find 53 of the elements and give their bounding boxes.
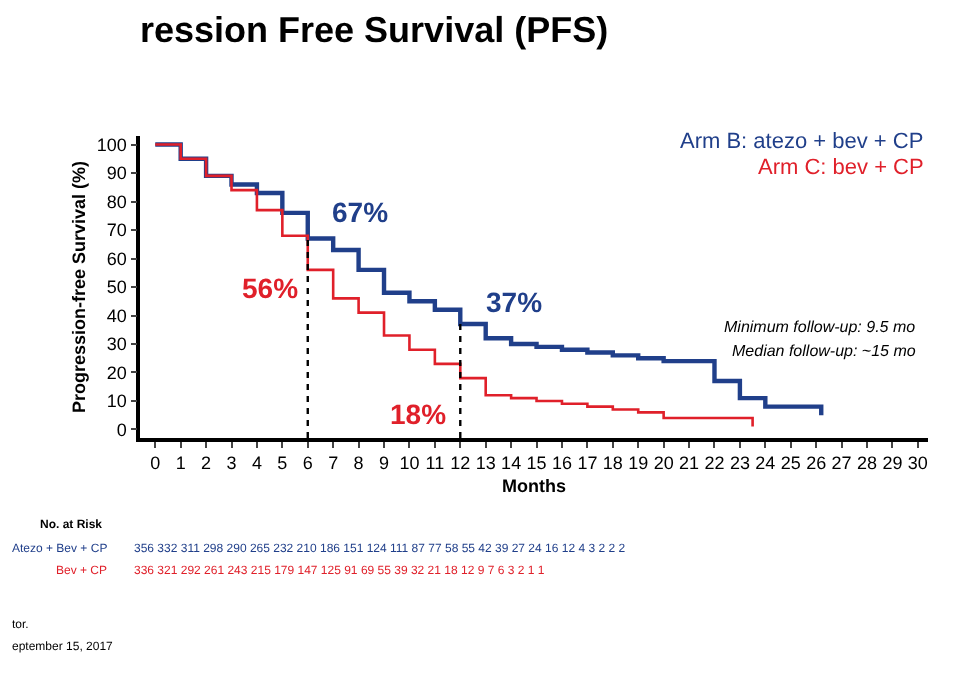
x-tick-label: 9 — [379, 453, 390, 474]
y-tick-label: 0 — [116, 419, 127, 440]
annotation: 56% — [242, 272, 300, 304]
x-tick-label: 5 — [277, 453, 288, 474]
y-tick-label: 60 — [106, 248, 127, 269]
y-tick-label: 10 — [106, 391, 127, 412]
x-tick-label: 8 — [353, 453, 364, 474]
y-tick-label: 70 — [106, 220, 127, 241]
x-tick-label: 18 — [602, 453, 623, 474]
x-tick-label: 22 — [704, 453, 725, 474]
x-tick-label: 23 — [729, 453, 750, 474]
x-tick-label: 12 — [450, 453, 471, 474]
x-tick-label: 2 — [201, 453, 212, 474]
y-axis-title: Progression-free Survival (%) — [68, 160, 89, 414]
x-tick-label: 24 — [755, 453, 776, 474]
text: Arm C: bev + CP — [758, 156, 924, 180]
x-tick-label: 17 — [577, 453, 598, 474]
y-tick-label: 100 — [96, 134, 127, 155]
x-tick-label: 15 — [526, 453, 547, 474]
x-tick-label: 3 — [226, 453, 237, 474]
y-tick-label: 20 — [106, 362, 127, 383]
x-tick-label: 27 — [831, 453, 852, 474]
y-tick-label: 40 — [106, 305, 127, 326]
annotation: Minimum follow-up: 9.5 mo — [724, 318, 917, 336]
x-tick-label: 6 — [302, 453, 313, 474]
text: Arm B: atezo + bev + CP — [680, 130, 924, 154]
x-axis-title: Months — [502, 475, 566, 496]
x-tick-label: 4 — [251, 453, 262, 474]
x-tick-label: 30 — [907, 453, 928, 474]
x-tick-label: 21 — [679, 453, 700, 474]
annotation: Median follow-up: ~15 mo — [732, 342, 917, 360]
annotation: 37% — [486, 286, 544, 318]
x-tick-label: 16 — [551, 453, 572, 474]
y-tick-label: 50 — [106, 277, 127, 298]
y-tick-label: 90 — [106, 163, 127, 184]
x-tick-label: 10 — [399, 453, 420, 474]
x-tick-label: 26 — [806, 453, 827, 474]
y-tick-label: 30 — [106, 334, 127, 355]
x-tick-label: 14 — [501, 453, 522, 474]
x-tick-label: 28 — [856, 453, 878, 474]
x-tick-label: 20 — [653, 453, 674, 474]
x-tick-label: 19 — [628, 453, 649, 474]
y-tick-label: 80 — [106, 191, 127, 212]
x-tick-label: 1 — [175, 453, 186, 474]
x-tick-label: 7 — [328, 453, 339, 474]
x-tick-label: 13 — [475, 453, 496, 474]
x-tick-label: 29 — [882, 453, 903, 474]
annotation: 18% — [390, 398, 448, 430]
x-tick-label: 25 — [780, 453, 801, 474]
chart-title: ression Free Survival (PFS) — [140, 10, 609, 51]
x-tick-label: 0 — [150, 453, 161, 474]
x-tick-label: 11 — [425, 453, 445, 474]
annotation: 67% — [332, 196, 390, 228]
